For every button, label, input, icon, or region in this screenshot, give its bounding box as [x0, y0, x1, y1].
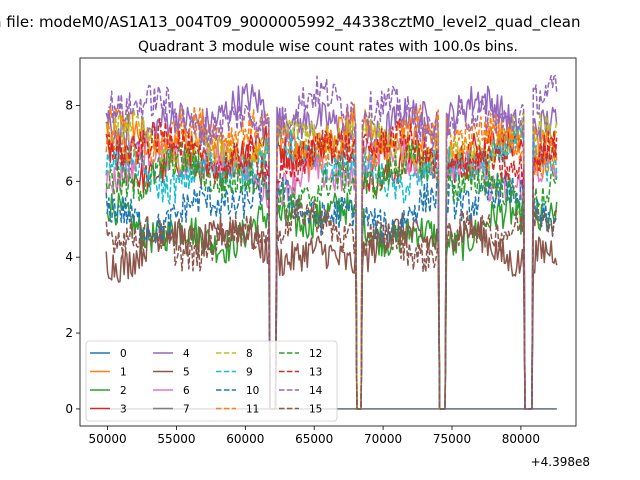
y-tick-label: 2: [65, 326, 73, 340]
x-tick-label: 75000: [433, 432, 471, 446]
legend-label: 6: [183, 385, 190, 397]
axes-frame: [79, 57, 577, 427]
x-tick-label: 60000: [226, 432, 264, 446]
series-line-4: [105, 83, 558, 410]
x-tick-label: 50000: [88, 432, 126, 446]
legend-label: 8: [246, 348, 253, 360]
legend-box: [85, 340, 338, 422]
series-line-9: [105, 125, 558, 410]
figure-suptitle: n file: modeM0/AS1A13_004T09_9000005992_…: [0, 13, 581, 32]
y-tick-label: 6: [65, 174, 73, 188]
series-line-10: [105, 171, 558, 410]
chart-title: Quadrant 3 module wise count rates with …: [138, 39, 518, 55]
legend-label: 10: [246, 385, 259, 397]
legend-label: 4: [183, 348, 190, 360]
legend-label: 15: [309, 404, 322, 416]
legend-label: 5: [183, 367, 190, 379]
x-tick-label: 55000: [157, 432, 195, 446]
x-tick-label: 70000: [364, 432, 402, 446]
legend-label: 1: [120, 367, 127, 379]
legend-label: 9: [246, 367, 253, 379]
axes-layer: 50000 55000 60000 65000 70000 75000 80000 0 2 4 6 8…: [65, 57, 590, 469]
legend-label: 12: [309, 348, 322, 360]
legend-label: 13: [309, 367, 322, 379]
legend-label: 7: [183, 404, 190, 416]
legend-label: 11: [246, 404, 259, 416]
series-line-13: [105, 117, 558, 410]
y-tick-label: 8: [65, 98, 73, 112]
x-offset-label: +4.398e8: [531, 455, 590, 469]
legend-label: 0: [120, 348, 127, 360]
y-tick-label: 4: [65, 250, 73, 264]
legend-label: 3: [120, 404, 127, 416]
legend-label: 14: [309, 385, 323, 397]
series-line-14: [105, 74, 558, 410]
y-tick-label: 0: [65, 402, 73, 416]
x-tick-label: 80000: [502, 432, 540, 446]
series-line-15: [105, 197, 558, 410]
x-tick-label: 65000: [295, 432, 333, 446]
legend-label: 2: [120, 385, 127, 397]
